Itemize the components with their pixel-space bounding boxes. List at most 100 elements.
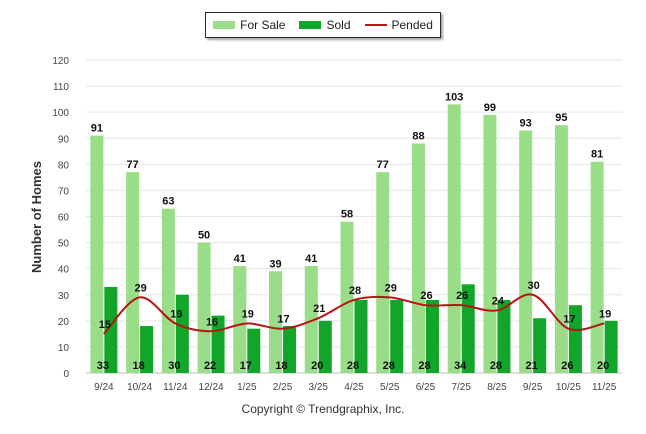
y-tick-label-70: 70 (58, 186, 70, 197)
label-pended-11/24: 19 (170, 308, 182, 320)
label-for-sale-4/25: 58 (341, 209, 353, 221)
bar-for-sale-9/24 (90, 135, 104, 373)
label-for-sale-7/25: 103 (445, 91, 463, 103)
y-axis: 0 10 20 30 40 50 60 70 80 90 100 110 120 (52, 56, 69, 380)
label-sold-11/24: 30 (168, 360, 180, 372)
y-tick-label-40: 40 (58, 265, 70, 276)
legend-label-for-sale: For Sale (240, 18, 286, 32)
label-for-sale-12/24: 50 (198, 230, 210, 242)
pended-line (103, 293, 605, 335)
x-tick-label-11/24: 11/24 (163, 382, 188, 393)
bar-for-sale-4/25 (340, 221, 354, 373)
bar-for-sale-11/25 (590, 161, 604, 373)
label-pended-4/25: 28 (349, 285, 361, 297)
label-sold-7/25: 34 (454, 360, 467, 372)
label-pended-12/24: 16 (206, 316, 218, 328)
label-sold-4/25: 28 (347, 360, 359, 372)
label-pended-6/25: 26 (420, 290, 432, 302)
bar-for-sale-8/25 (483, 114, 497, 374)
bar-for-sale-10/25 (554, 125, 568, 373)
x-tick-label-6/25: 6/25 (416, 382, 436, 393)
label-sold-10/24: 18 (132, 360, 144, 372)
gridlines (86, 59, 622, 374)
label-sold-9/25: 21 (526, 360, 538, 372)
bar-sold-1/25 (247, 328, 261, 373)
label-for-sale-10/24: 77 (126, 159, 138, 171)
legend-item-pended[interactable]: Pended (364, 18, 433, 32)
y-tick-label-80: 80 (58, 160, 70, 171)
label-pended-10/24: 29 (134, 282, 146, 294)
bar-sold-9/24 (104, 286, 118, 373)
bar-sold-5/25 (390, 299, 404, 373)
bar-sold-11/25 (604, 320, 618, 373)
bar-for-sale-6/25 (411, 143, 425, 373)
label-pended-9/25: 30 (528, 280, 540, 292)
y-tick-label-0: 0 (63, 369, 69, 380)
label-sold-2/25: 18 (275, 360, 287, 372)
label-for-sale-10/25: 95 (555, 112, 567, 124)
label-for-sale-2/25: 39 (269, 258, 281, 270)
x-tick-label-1/25: 1/25 (237, 382, 257, 393)
data-labels: 91 33 77 18 63 30 50 22 41 17 39 18 41 20 58 28 77 28 88 28… (91, 91, 612, 372)
label-for-sale-1/25: 41 (234, 253, 246, 265)
label-pended-10/25: 17 (563, 314, 575, 326)
label-pended-3/25: 21 (313, 303, 325, 315)
label-pended-2/25: 17 (277, 314, 289, 326)
label-sold-8/25: 28 (490, 360, 502, 372)
y-tick-label-120: 120 (52, 56, 69, 67)
label-sold-3/25: 20 (311, 360, 323, 372)
bar-for-sale-5/25 (376, 172, 390, 373)
bar-for-sale-9/25 (519, 130, 533, 373)
legend-label-sold: Sold (326, 18, 351, 32)
label-pended-5/25: 29 (385, 282, 397, 294)
bar-sold-8/25 (497, 299, 511, 373)
x-tick-label-9/25: 9/25 (523, 382, 543, 393)
bar-for-sale-7/25 (447, 104, 461, 373)
y-tick-label-90: 90 (58, 134, 70, 145)
legend-label-pended: Pended (391, 18, 433, 32)
label-for-sale-6/25: 88 (412, 130, 424, 142)
label-pended-1/25: 19 (242, 308, 254, 320)
legend-swatch-for-sale (213, 21, 236, 29)
label-for-sale-11/25: 81 (591, 149, 603, 161)
label-for-sale-11/24: 63 (162, 196, 174, 208)
label-sold-11/25: 20 (597, 360, 609, 372)
bar-for-sale-10/24 (126, 172, 140, 373)
y-tick-label-50: 50 (58, 239, 70, 250)
label-for-sale-5/25: 77 (377, 159, 389, 171)
legend-item-for-sale[interactable]: For Sale (213, 18, 285, 32)
label-for-sale-9/25: 93 (520, 117, 532, 129)
x-tick-label-7/25: 7/25 (451, 382, 471, 393)
bar-sold-4/25 (354, 299, 368, 373)
label-sold-12/24: 22 (204, 360, 216, 372)
label-pended-7/25: 26 (456, 290, 468, 302)
x-tick-label-11/25: 11/25 (592, 382, 617, 393)
legend-swatch-pended (364, 24, 387, 26)
legend-item-sold[interactable]: Sold (299, 18, 351, 32)
bar-sold-10/24 (140, 326, 154, 373)
x-tick-label-3/25: 3/25 (309, 382, 329, 393)
x-axis: 9/24 10/24 11/24 12/24 1/25 2/25 3/25 4/25 5/25 6… (94, 382, 617, 393)
label-sold-10/25: 26 (561, 360, 573, 372)
label-pended-11/25: 19 (599, 308, 611, 320)
bar-sold-2/25 (283, 326, 297, 373)
bar-for-sale-1/25 (233, 266, 247, 373)
x-tick-label-5/25: 5/25 (380, 382, 400, 393)
bars (90, 104, 618, 374)
pended-line-group (103, 293, 605, 335)
x-tick-label-8/25: 8/25 (487, 382, 507, 393)
y-tick-label-30: 30 (58, 291, 70, 302)
bar-sold-9/25 (533, 318, 547, 373)
bar-for-sale-11/24 (161, 208, 175, 373)
label-for-sale-8/25: 99 (484, 102, 496, 114)
bar-for-sale-12/24 (197, 242, 211, 373)
label-sold-6/25: 28 (418, 360, 430, 372)
x-tick-label-9/24: 9/24 (94, 382, 114, 393)
label-sold-1/25: 17 (240, 360, 252, 372)
copyright-footer: Copyright © Trendgraphix, Inc. (241, 402, 405, 416)
x-tick-label-10/25: 10/25 (556, 382, 581, 393)
legend-swatch-sold (299, 21, 322, 29)
y-tick-label-100: 100 (52, 108, 69, 119)
bar-sold-10/25 (568, 305, 582, 373)
